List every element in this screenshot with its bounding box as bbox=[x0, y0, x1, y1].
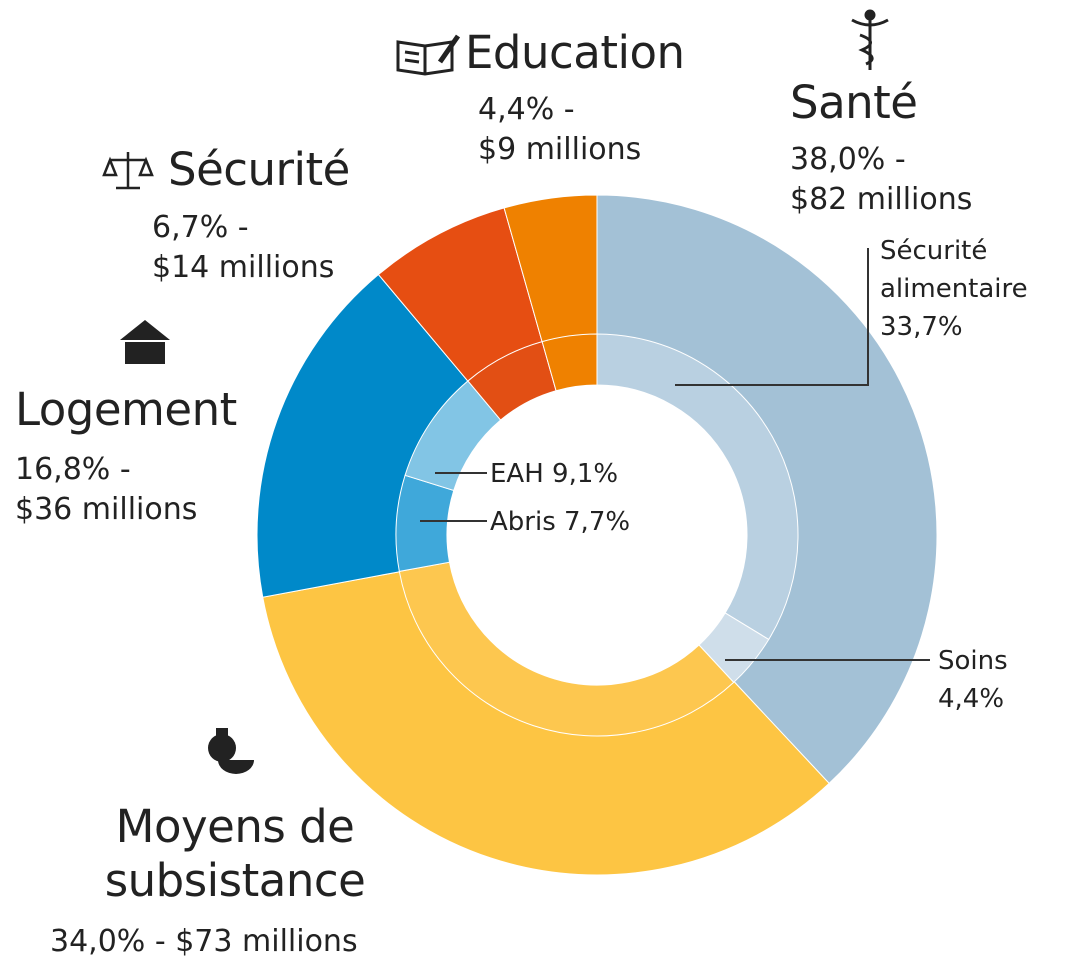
money-bowl-icon bbox=[208, 728, 254, 774]
category-label: Moyens de subsistance bbox=[104, 800, 366, 907]
amount-label: $9 millions bbox=[478, 132, 642, 167]
amount-label: $14 millions bbox=[152, 250, 335, 285]
value-labels: 16,8% - $36 millions bbox=[15, 450, 197, 530]
value-labels: 4,4% - $9 millions bbox=[478, 90, 641, 170]
leader-lines bbox=[420, 248, 930, 661]
rings bbox=[256, 194, 938, 876]
amount-label: $73 millions bbox=[175, 924, 358, 959]
caduceus-icon bbox=[851, 9, 889, 70]
percent-label: 38,0% - bbox=[790, 142, 906, 177]
house-icon bbox=[120, 320, 170, 364]
inner-name: Sécurité alimentaire bbox=[880, 236, 1028, 304]
inner-name: Soins bbox=[938, 646, 1008, 676]
category-label: Santé bbox=[790, 76, 918, 129]
value-labels: 34,0% - $73 millions bbox=[50, 922, 358, 962]
category-label: Sécurité bbox=[168, 143, 350, 196]
inner-segment bbox=[541, 333, 598, 392]
value-labels: 6,7% - $14 millions bbox=[152, 208, 334, 288]
inner-value: 4,4% bbox=[938, 684, 1005, 714]
percent-label: 34,0% - bbox=[50, 924, 166, 959]
category-label: Logement bbox=[15, 383, 237, 436]
inner-label: Sécurité alimentaire 33,7% bbox=[880, 232, 1028, 346]
percent-label: 4,4% - bbox=[478, 92, 575, 127]
inner-label: EAH 9,1% bbox=[490, 455, 618, 493]
inner-segment bbox=[596, 333, 799, 641]
inner-label: Abris 7,7% bbox=[490, 503, 630, 541]
inner-value: 7,7% bbox=[564, 507, 631, 537]
category-label: Education bbox=[465, 26, 685, 79]
inner-value: 33,7% bbox=[880, 312, 963, 342]
inner-value: 9,1% bbox=[552, 459, 619, 489]
amount-label: $36 millions bbox=[15, 492, 198, 527]
inner-name: EAH bbox=[490, 459, 544, 489]
percent-label: 6,7% - bbox=[152, 210, 249, 245]
leader-line bbox=[675, 248, 869, 386]
inner-segment bbox=[395, 474, 455, 573]
percent-label: 16,8% - bbox=[15, 452, 131, 487]
icons bbox=[102, 9, 889, 774]
amount-label: $82 millions bbox=[790, 182, 973, 217]
inner-segment bbox=[398, 561, 735, 737]
scales-icon bbox=[102, 152, 154, 190]
inner-name: Abris bbox=[490, 507, 556, 537]
inner-label: Soins 4,4% bbox=[938, 642, 1008, 718]
book-icon bbox=[396, 34, 461, 76]
value-labels: 38,0% - $82 millions bbox=[790, 140, 972, 220]
